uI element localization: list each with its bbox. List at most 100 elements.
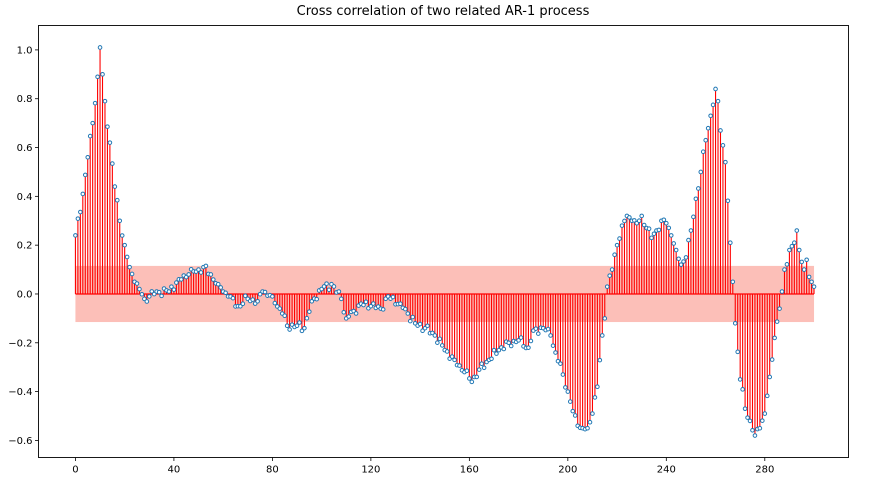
data-point (691, 214, 696, 220)
data-point (78, 209, 83, 215)
data-point (632, 218, 637, 223)
data-point (646, 226, 652, 232)
y-tick-label: 1.0 (17, 45, 33, 56)
data-point (119, 233, 125, 238)
x-tick-label: 120 (361, 465, 380, 476)
data-point (474, 374, 480, 380)
data-point (656, 227, 662, 233)
data-point (723, 159, 728, 165)
data-point (321, 284, 327, 289)
data-point (801, 267, 807, 272)
data-point (609, 267, 615, 272)
data-point (146, 294, 152, 299)
data-point (585, 425, 590, 431)
data-point (728, 240, 733, 246)
data-point (417, 321, 423, 327)
data-point (678, 262, 684, 267)
data-point (326, 287, 332, 293)
data-point (501, 346, 507, 352)
data-point (464, 368, 470, 374)
data-point (651, 231, 657, 237)
data-point (380, 307, 386, 312)
data-point (614, 242, 620, 248)
data-point (725, 198, 731, 204)
data-point (142, 296, 147, 302)
data-point (95, 74, 100, 80)
chart-title: Cross correlation of two related AR-1 pr… (296, 4, 590, 19)
data-point (110, 161, 115, 166)
data-point (82, 172, 88, 178)
data-point (619, 223, 625, 228)
data-point (668, 233, 674, 238)
data-point (779, 289, 785, 294)
data-point (144, 299, 150, 304)
data-point (139, 291, 145, 297)
data-point (403, 306, 408, 312)
data-point (705, 125, 711, 131)
data-point (87, 133, 93, 139)
data-point (489, 356, 494, 362)
data-point (302, 325, 307, 331)
data-point (597, 357, 603, 363)
data-point (282, 313, 288, 319)
data-point (243, 293, 248, 299)
markers-layer (73, 45, 817, 438)
data-point (169, 284, 174, 289)
data-point (806, 274, 812, 280)
data-point (80, 191, 86, 197)
data-point (809, 279, 814, 285)
data-point (794, 228, 800, 233)
data-point (804, 257, 809, 263)
data-point (708, 113, 713, 119)
data-point (740, 387, 745, 392)
data-point (661, 217, 667, 223)
data-point (100, 72, 105, 77)
data-point (494, 351, 499, 356)
data-point (171, 287, 177, 292)
data-point (703, 137, 709, 143)
data-point (124, 254, 130, 260)
data-point (686, 237, 691, 243)
data-point (774, 319, 780, 324)
data-point (567, 399, 573, 404)
data-point (270, 294, 275, 299)
data-point (339, 296, 344, 302)
data-point (735, 349, 741, 355)
data-point (617, 236, 622, 241)
data-point (257, 291, 263, 297)
data-point (710, 102, 716, 108)
data-point (641, 222, 647, 228)
data-point (602, 316, 608, 321)
data-point (97, 45, 103, 50)
data-point (784, 262, 790, 267)
data-point (508, 343, 514, 349)
data-point (720, 143, 726, 148)
data-point (432, 333, 438, 338)
data-point (548, 333, 553, 338)
x-tick-label: 200 (558, 465, 577, 476)
data-point (563, 385, 568, 390)
data-point (294, 323, 300, 329)
data-point (760, 418, 765, 423)
data-point (787, 247, 792, 253)
data-point (553, 350, 558, 355)
data-point (469, 379, 475, 385)
x-tick-label: 0 (72, 465, 78, 476)
data-point (156, 289, 162, 295)
data-point (277, 306, 283, 311)
data-point (203, 263, 209, 269)
data-point (75, 216, 81, 221)
data-point (528, 338, 534, 344)
y-tick-label: 0.2 (17, 241, 33, 252)
plot-frame (38, 25, 849, 458)
data-point (696, 186, 701, 191)
data-point (713, 86, 718, 92)
data-point (215, 281, 221, 287)
data-point (122, 242, 127, 248)
data-point (732, 320, 738, 326)
data-point (796, 247, 802, 253)
data-point (287, 327, 292, 332)
data-point (223, 290, 228, 296)
data-point (792, 240, 797, 246)
